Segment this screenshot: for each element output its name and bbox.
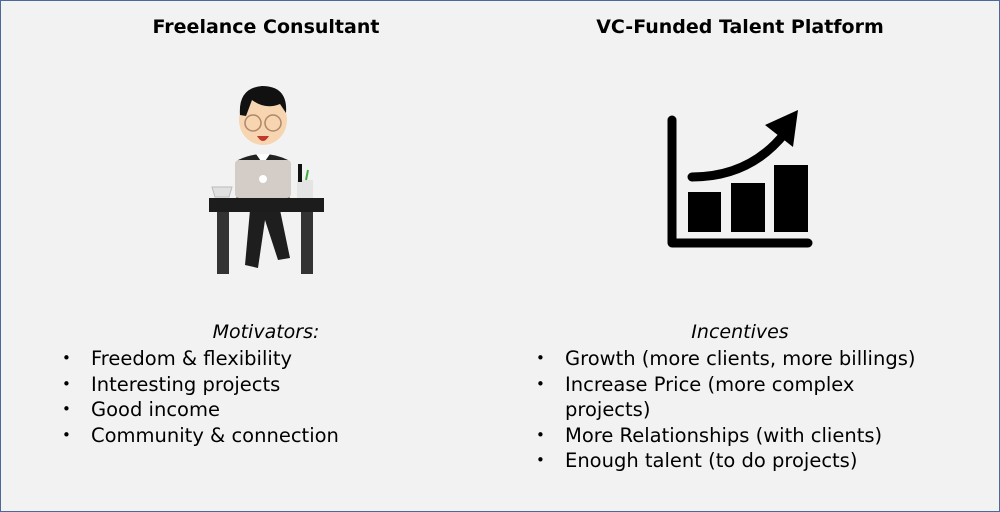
- incentives-list: Growth (more clients, more billings) Inc…: [536, 346, 936, 474]
- right-title: VC-Funded Talent Platform: [596, 16, 884, 38]
- freelancer-illustration-icon: [209, 86, 324, 274]
- list-item: Good income: [62, 397, 402, 423]
- list-item: Increase Price (more complex projects): [536, 372, 865, 423]
- list-item: Interesting projects: [62, 372, 402, 398]
- list-item: More Relationships (with clients): [536, 423, 936, 449]
- growth-chart-icon: [667, 110, 813, 248]
- motivators-list: Freedom & flexibility Interesting projec…: [62, 346, 402, 448]
- list-item: Freedom & flexibility: [62, 346, 402, 372]
- left-title: Freelance Consultant: [152, 16, 380, 38]
- list-item: Growth (more clients, more billings): [536, 346, 936, 372]
- left-subtitle: Motivators:: [212, 321, 320, 343]
- right-subtitle: Incentives: [691, 321, 789, 343]
- list-item: Community & connection: [62, 423, 402, 449]
- list-item: Enough talent (to do projects): [536, 448, 936, 474]
